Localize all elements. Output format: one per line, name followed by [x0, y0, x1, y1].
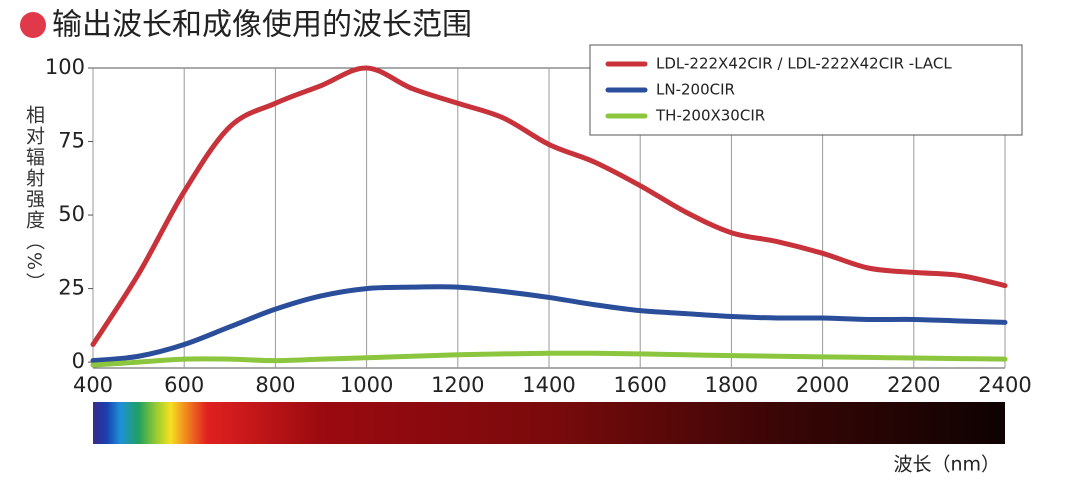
x-tick-label: 2000: [796, 373, 849, 397]
y-axis-label: 相对辐射强度（%）: [23, 105, 45, 294]
spectrum-bar: [93, 402, 1005, 444]
legend-label: LN-200CIR: [656, 81, 735, 99]
x-tick-label: 800: [255, 373, 295, 397]
legend-label: TH-200X30CIR: [655, 107, 765, 125]
x-tick-label: 2400: [978, 373, 1031, 397]
x-tick-label: 600: [164, 373, 204, 397]
x-tick-label: 2200: [887, 373, 940, 397]
line: [90, 65, 1008, 347]
y-tick-label: 25: [58, 276, 85, 300]
y-tick-label: 0: [72, 349, 85, 373]
y-tick-label: 100: [45, 55, 85, 79]
title-bullet: [20, 12, 46, 38]
x-tick-label: 1600: [613, 373, 666, 397]
x-tick-label: 400: [73, 373, 113, 397]
line: [90, 350, 1008, 368]
x-tick-label: 1800: [705, 373, 758, 397]
x-tick-label: 1200: [431, 373, 484, 397]
legend-label: LDL-222X42CIR / LDL-222X42CIR -LACL: [656, 55, 952, 73]
x-axis-label: 波长（nm）: [893, 454, 1000, 476]
x-tick-label: 1400: [522, 373, 575, 397]
y-tick-label: 75: [58, 129, 85, 153]
line: [90, 284, 1008, 364]
chart-title: 输出波长和成像使用的波长范围: [52, 8, 472, 43]
legend-box: [589, 44, 1023, 136]
y-tick-label: 50: [58, 202, 85, 226]
x-tick-label: 1000: [340, 373, 393, 397]
